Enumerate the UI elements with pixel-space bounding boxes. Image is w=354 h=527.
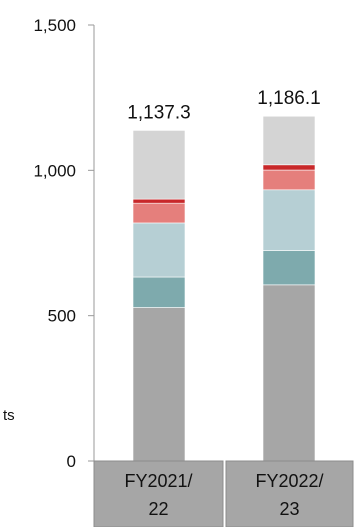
labels: ts 1,137.3 1,186.1 FY2021/22 FY2022/23 — [3, 88, 354, 527]
category-label-line2: 22 — [148, 499, 168, 519]
bar-segment — [132, 198, 186, 204]
bar-segment — [132, 307, 186, 462]
bar-segment — [262, 284, 316, 462]
bar-segment — [262, 164, 316, 171]
y-axis: 0 500 1,000 1,500 — [33, 16, 95, 471]
total-value-label: 1,186.1 — [257, 88, 320, 109]
category-label-line2: 23 — [279, 499, 299, 519]
y-tick-label: 0 — [67, 452, 76, 471]
bar-segment — [262, 115, 316, 166]
y-tick-label: 1,000 — [33, 161, 76, 180]
bars — [132, 115, 316, 462]
bar-segment — [262, 169, 316, 191]
category-label-line1: FY2022/ — [255, 471, 323, 491]
bar-segment — [262, 189, 316, 251]
y-tick-label: 500 — [48, 307, 76, 326]
legend-fragment-text: ts — [3, 407, 15, 424]
bar-segment — [132, 130, 186, 200]
bar-segment — [262, 250, 316, 286]
bar-segment — [132, 202, 186, 224]
category-label-line1: FY2021/ — [124, 471, 192, 491]
total-value-label: 1,137.3 — [127, 102, 190, 123]
y-tick-label: 1,500 — [33, 16, 76, 35]
category-label-box — [93, 460, 224, 527]
bar-segment — [132, 222, 186, 278]
bar-segment — [132, 276, 186, 308]
category-label-box — [225, 460, 354, 527]
